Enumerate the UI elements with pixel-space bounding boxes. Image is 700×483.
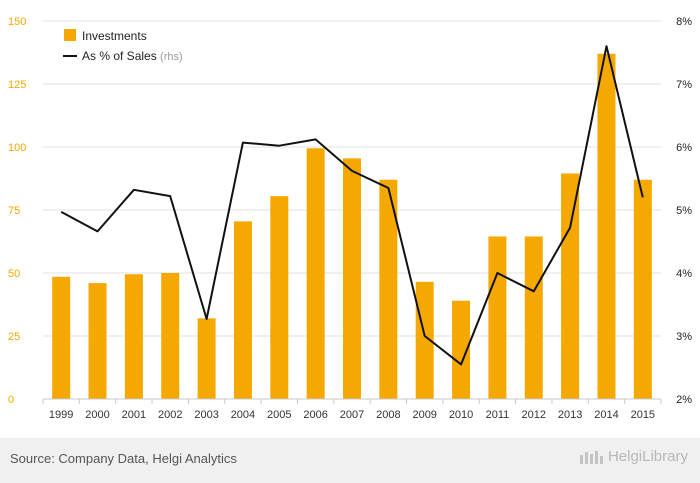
x-tick-label: 2014 xyxy=(594,409,618,421)
brand-name: HelgiLibrary xyxy=(607,448,688,465)
x-tick-label: 2008 xyxy=(376,409,400,421)
x-tick-label: 2004 xyxy=(231,409,255,421)
x-tick-label: 1999 xyxy=(49,409,73,421)
bar xyxy=(197,318,216,399)
x-tick-label: 2012 xyxy=(522,409,546,421)
legend-label: As % of Sales (rhs) xyxy=(82,49,183,63)
sales-share-line xyxy=(60,45,644,366)
footer: Source: Company Data, Helgi Analytics He… xyxy=(0,438,700,483)
x-tick-label: 2000 xyxy=(85,409,109,421)
bar xyxy=(88,283,107,399)
y-left-tick-label: 125 xyxy=(8,79,26,91)
x-tick-label: 2009 xyxy=(412,409,436,421)
y-left-tick-label: 100 xyxy=(8,142,26,154)
y-left-tick-label: 25 xyxy=(8,331,20,343)
bar xyxy=(233,221,252,399)
y-left-tick-label: 50 xyxy=(8,268,20,280)
x-tick-label: 2015 xyxy=(631,409,655,421)
legend-label: Investments xyxy=(82,29,147,43)
bar xyxy=(633,179,652,399)
bar xyxy=(452,300,471,399)
x-tick-label: 2010 xyxy=(449,409,473,421)
source-note: Source: Company Data, Helgi Analytics xyxy=(10,451,237,466)
legend-suffix: (rhs) xyxy=(160,51,183,63)
x-tick-label: 2011 xyxy=(486,409,510,421)
y-left-tick-label: 150 xyxy=(8,16,26,28)
y-right-tick-label: 8% xyxy=(676,16,692,28)
bar xyxy=(597,53,616,399)
x-tick-label: 2003 xyxy=(194,409,218,421)
bar xyxy=(306,148,325,399)
library-icon xyxy=(579,451,603,465)
bar xyxy=(524,236,543,399)
y-right-tick-label: 4% xyxy=(676,268,692,280)
bar xyxy=(415,281,434,399)
line-series xyxy=(60,45,644,366)
brand-logo: HelgiLibrary xyxy=(579,448,688,465)
bar xyxy=(343,158,361,399)
x-tick-label: 2006 xyxy=(303,409,327,421)
y-left-tick-label: 75 xyxy=(8,205,20,217)
investment-bars xyxy=(52,53,652,399)
y-right-tick-label: 3% xyxy=(676,331,692,343)
x-tick-label: 2005 xyxy=(267,409,291,421)
chart: 0 25 50 75 100 125 150 2% 3% 4% 5% 6% 7% 8% 1999 2000 20… xyxy=(8,16,692,421)
bar xyxy=(561,173,580,399)
y-right-tick-label: 2% xyxy=(676,394,692,406)
x-tick-label: 2013 xyxy=(558,409,582,421)
y-right-tick-label: 5% xyxy=(676,205,692,217)
bar xyxy=(488,236,507,399)
y-right-tick-label: 7% xyxy=(676,79,692,91)
x-tick-label: 2007 xyxy=(340,409,364,421)
axes: 0 25 50 75 100 125 150 2% 3% 4% 5% 6% 7% 8% 1999 2000 20… xyxy=(8,16,692,421)
bar xyxy=(52,276,71,399)
bar xyxy=(379,179,398,399)
legend: Investments As % of Sales (rhs) xyxy=(63,29,183,63)
x-tick-label: 2002 xyxy=(158,409,182,421)
bar xyxy=(270,196,289,399)
bar xyxy=(124,274,143,399)
y-left-tick-label: 0 xyxy=(8,394,14,406)
y-right-tick-label: 6% xyxy=(676,142,692,154)
legend-swatch-bar xyxy=(64,29,76,41)
x-tick-label: 2001 xyxy=(122,409,146,421)
bar xyxy=(161,273,180,399)
